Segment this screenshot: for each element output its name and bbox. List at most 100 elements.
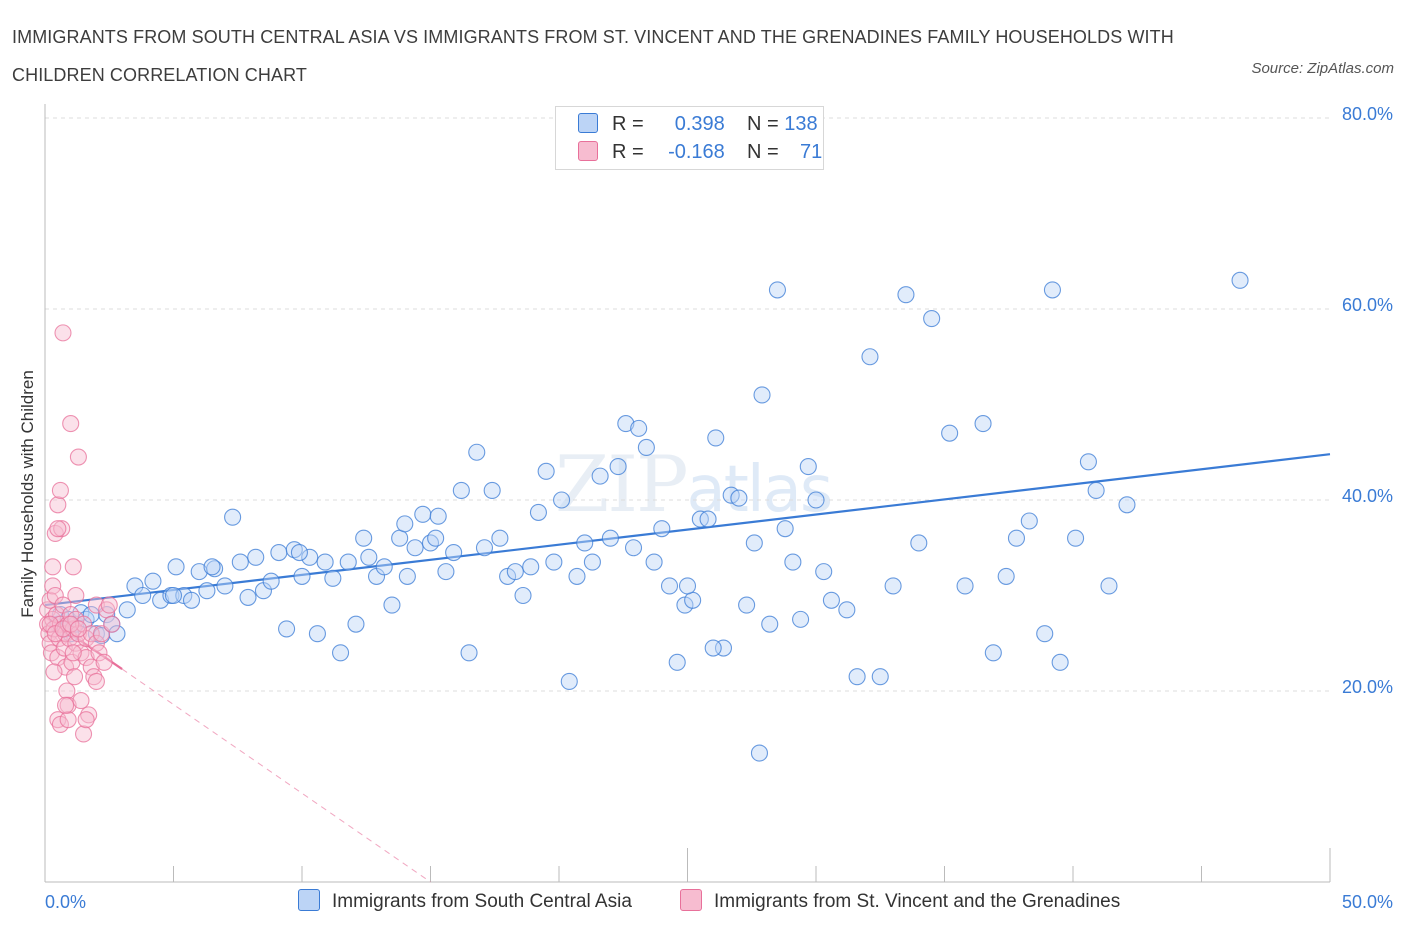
data-point-south-central-asia (331, 644, 350, 662)
data-point-south-central-asia (316, 553, 334, 571)
data-point-south-central-asia (609, 458, 627, 476)
data-points (39, 271, 1249, 762)
y-axis-label: Family Households with Children (18, 370, 37, 618)
data-point-st-vincent (64, 644, 82, 662)
data-point-st-vincent (72, 691, 90, 710)
data-point-south-central-asia (203, 558, 221, 576)
y-tick-label: 60.0% (1342, 295, 1393, 315)
data-point-south-central-asia (522, 558, 540, 576)
data-point-st-vincent (100, 596, 118, 614)
source-label: Source: ZipAtlas.com (1251, 60, 1394, 77)
y-tick-label: 80.0% (1342, 104, 1393, 124)
axes (44, 104, 1331, 883)
data-point-south-central-asia (1036, 625, 1054, 643)
blue-swatch-icon (578, 113, 598, 133)
data-point-south-central-asia (815, 563, 833, 581)
data-point-south-central-asia (483, 481, 501, 500)
data-point-south-central-asia (807, 491, 825, 509)
zipatlas-watermark: ZIPatlas (555, 440, 833, 530)
trend-line-south-central-asia (44, 453, 1331, 607)
data-point-south-central-asia (910, 534, 928, 552)
x-tick-label: 50.0% (1342, 892, 1393, 912)
data-point-st-vincent (66, 668, 84, 686)
data-point-st-vincent (75, 725, 93, 743)
data-point-south-central-asia (231, 553, 249, 571)
data-point-south-central-asia (776, 520, 794, 538)
data-point-st-vincent (103, 615, 121, 633)
data-point-south-central-asia (653, 520, 671, 538)
data-point-south-central-asia (429, 507, 447, 525)
data-point-south-central-asia (997, 567, 1015, 585)
data-point-south-central-asia (239, 588, 257, 606)
data-point-st-vincent (44, 558, 62, 576)
data-point-south-central-asia (784, 553, 802, 571)
data-point-st-vincent (87, 672, 105, 691)
data-point-st-vincent (59, 711, 77, 729)
data-point-south-central-asia (738, 596, 756, 614)
data-point-south-central-asia (421, 534, 440, 552)
data-point-south-central-asia (583, 553, 601, 571)
data-point-south-central-asia (247, 548, 265, 566)
y-tick-label: 20.0% (1342, 677, 1393, 697)
pink-swatch-icon (578, 141, 598, 161)
data-point-south-central-asia (396, 515, 414, 533)
legend-item-st-vincent: Immigrants from St. Vincent and the Gren… (680, 889, 1120, 913)
data-point-south-central-asia (956, 577, 974, 595)
data-point-st-vincent (49, 520, 67, 538)
data-point-south-central-asia (452, 481, 470, 500)
data-point-south-central-asia (383, 596, 401, 614)
data-point-south-central-asia (645, 553, 663, 571)
data-point-south-central-asia (768, 281, 787, 299)
data-point-south-central-asia (761, 615, 779, 633)
data-point-st-vincent (62, 415, 80, 433)
data-point-south-central-asia (753, 386, 771, 404)
data-point-south-central-asia (745, 534, 763, 552)
data-point-south-central-asia (1051, 653, 1069, 671)
data-point-south-central-asia (324, 569, 342, 587)
legend-row-st-vincent: R = -0.168 N = 71 (578, 141, 822, 167)
data-point-south-central-asia (707, 429, 725, 447)
data-point-south-central-asia (560, 672, 578, 691)
data-point-south-central-asia (1118, 496, 1136, 514)
data-point-south-central-asia (355, 529, 373, 547)
data-point-south-central-asia (668, 653, 686, 671)
data-point-south-central-asia (617, 415, 635, 433)
data-point-south-central-asia (182, 591, 201, 609)
data-point-st-vincent (87, 634, 105, 652)
data-point-south-central-asia (704, 639, 722, 657)
y-tick-labels: 20.0% 40.0% 60.0% 80.0% (1342, 104, 1393, 697)
data-point-st-vincent (53, 520, 71, 538)
data-point-st-vincent (54, 324, 72, 342)
data-point-south-central-asia (301, 548, 319, 566)
data-point-south-central-asia (822, 591, 840, 609)
data-point-south-central-asia (630, 419, 648, 437)
data-point-south-central-asia (375, 558, 393, 576)
data-point-south-central-asia (941, 424, 959, 442)
data-point-south-central-asia (601, 529, 619, 547)
data-point-st-vincent (77, 711, 95, 729)
data-point-south-central-asia (262, 572, 280, 590)
data-point-south-central-asia (308, 625, 326, 643)
data-point-south-central-asia (799, 458, 817, 476)
data-point-st-vincent (69, 448, 87, 466)
data-point-st-vincent (49, 711, 67, 729)
data-point-south-central-asia (437, 563, 455, 581)
data-point-st-vincent (48, 606, 66, 624)
data-point-south-central-asia (861, 348, 879, 366)
data-point-south-central-asia (293, 567, 311, 585)
data-point-south-central-asia (468, 443, 486, 461)
data-point-south-central-asia (624, 539, 643, 557)
data-point-south-central-asia (529, 503, 547, 521)
legend-row-south-central-asia: R = 0.398 N = 138 (578, 113, 818, 139)
data-point-south-central-asia (1020, 512, 1038, 530)
data-point-south-central-asia (118, 601, 136, 619)
data-point-st-vincent (67, 586, 85, 605)
data-point-st-vincent (62, 606, 80, 624)
data-point-south-central-asia (838, 601, 856, 619)
data-point-south-central-asia (391, 529, 409, 547)
data-point-st-vincent (49, 496, 67, 514)
data-point-south-central-asia (360, 548, 378, 566)
data-point-south-central-asia (848, 668, 866, 686)
data-point-south-central-asia (1043, 281, 1061, 299)
data-point-st-vincent (39, 601, 57, 619)
